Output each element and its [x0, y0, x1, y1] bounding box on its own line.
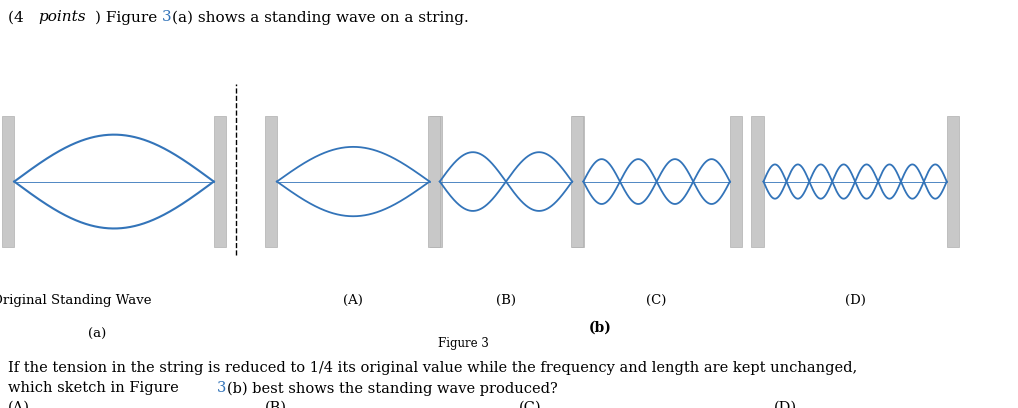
Bar [572, 116, 584, 247]
Bar [265, 116, 277, 247]
Text: (a) shows a standing wave on a string.: (a) shows a standing wave on a string. [172, 10, 469, 24]
Text: 3: 3 [162, 10, 171, 24]
Text: Figure 3: Figure 3 [438, 337, 489, 350]
Text: Original Standing Wave: Original Standing Wave [0, 294, 151, 307]
Text: (C): (C) [646, 294, 667, 307]
Text: (D): (D) [845, 294, 865, 307]
Bar [2, 116, 14, 247]
Text: (a): (a) [88, 328, 106, 341]
Bar [571, 116, 583, 247]
Text: (B): (B) [265, 401, 287, 408]
Bar [751, 116, 764, 247]
Text: (C): (C) [519, 401, 542, 408]
Bar [428, 116, 440, 247]
Text: If the tension in the string is reduced to 1/4 its original value while the freq: If the tension in the string is reduced … [8, 361, 857, 375]
Text: (4: (4 [8, 10, 26, 24]
Bar [214, 116, 226, 247]
Bar [730, 116, 742, 247]
Text: which sketch in Figure: which sketch in Figure [8, 381, 183, 395]
Text: (A): (A) [8, 401, 31, 408]
Bar [947, 116, 959, 247]
Text: ) Figure: ) Figure [95, 10, 162, 24]
Text: points: points [39, 10, 87, 24]
Bar [430, 116, 442, 247]
Text: (B): (B) [496, 294, 516, 307]
Text: (b): (b) [589, 320, 612, 334]
Text: (b) best shows the standing wave produced?: (b) best shows the standing wave produce… [227, 381, 558, 396]
Text: (A): (A) [343, 294, 363, 307]
Text: 3: 3 [217, 381, 226, 395]
Text: (D): (D) [774, 401, 797, 408]
